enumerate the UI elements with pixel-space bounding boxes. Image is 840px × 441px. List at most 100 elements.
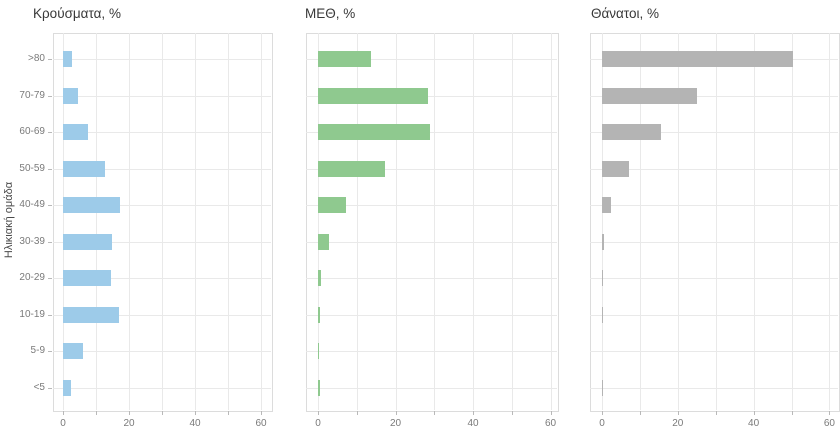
y-axis-label-10-19: 10-19 (19, 308, 45, 320)
bar-10-19 (602, 306, 603, 323)
y-axis-tick (48, 205, 52, 206)
vertical-gridline (715, 33, 717, 410)
vertical-gridline (63, 33, 64, 410)
x-axis-label-0: 0 (315, 418, 321, 429)
vertical-gridline (129, 33, 130, 410)
panel-title: ΜΕΘ, % (305, 6, 356, 21)
x-axis-tick (677, 411, 679, 415)
horizontal-gridline (53, 241, 271, 243)
bar-70-79 (602, 87, 697, 104)
horizontal-gridline (590, 205, 838, 206)
horizontal-gridline (590, 387, 838, 389)
x-axis-tick (639, 411, 641, 415)
y-axis-tick (48, 314, 52, 316)
horizontal-gridline (590, 314, 838, 316)
horizontal-gridline (590, 241, 838, 243)
vertical-gridline (473, 33, 474, 410)
y-axis-tick (48, 132, 52, 133)
bar-<5 (602, 379, 603, 396)
y-axis-tick (48, 95, 52, 97)
y-axis-label-<5: <5 (33, 381, 45, 393)
bar-60-69 (602, 124, 662, 140)
x-axis-label-20: 20 (672, 418, 684, 429)
bar-70-79 (63, 87, 78, 104)
bar-70-79 (318, 87, 429, 104)
horizontal-gridline (306, 95, 557, 97)
vertical-gridline (829, 33, 831, 410)
x-axis-label-60: 60 (823, 418, 835, 429)
x-axis-tick (715, 411, 717, 415)
x-axis-label-20: 20 (389, 418, 402, 429)
y-axis-label->80: >80 (28, 53, 45, 64)
y-axis-tick (48, 278, 52, 279)
x-axis-label-40: 40 (189, 418, 201, 429)
horizontal-gridline (590, 351, 838, 352)
y-axis-label-70-79: 70-79 (19, 89, 45, 101)
y-axis-label-5-9: 5-9 (30, 345, 45, 356)
vertical-gridline (195, 33, 196, 410)
horizontal-gridline (53, 132, 271, 133)
bar-10-19 (63, 306, 120, 323)
vertical-gridline (162, 33, 163, 410)
horizontal-gridline (306, 351, 557, 352)
x-axis-label-40: 40 (748, 418, 760, 429)
bar-50-59 (63, 160, 105, 177)
vertical-gridline (602, 33, 603, 410)
x-axis-label-0: 0 (60, 418, 66, 429)
bar-20-29 (318, 270, 322, 286)
y-axis-label-20-29: 20-29 (19, 272, 45, 283)
horizontal-gridline (590, 168, 838, 170)
y-axis-label-40-49: 40-49 (19, 199, 45, 210)
bar-50-59 (602, 160, 629, 177)
vertical-gridline (753, 33, 755, 410)
x-axis-label-60: 60 (544, 418, 557, 429)
y-axis-tick (48, 241, 52, 243)
bar-40-49 (63, 197, 121, 213)
vertical-gridline (228, 33, 229, 410)
y-axis-label-30-39: 30-39 (19, 235, 45, 247)
horizontal-gridline (53, 205, 271, 206)
x-axis-label-60: 60 (255, 418, 267, 429)
x-axis-tick (129, 411, 130, 415)
bar-<5 (63, 379, 71, 396)
bar->80 (63, 51, 72, 67)
x-axis-tick (195, 411, 196, 415)
horizontal-gridline (306, 314, 557, 316)
x-axis-tick (261, 411, 262, 415)
x-axis-tick (395, 411, 397, 415)
x-axis-label-40: 40 (467, 418, 479, 429)
horizontal-gridline (53, 168, 271, 170)
x-axis-tick (356, 411, 358, 415)
horizontal-gridline (306, 278, 557, 279)
bar-10-19 (318, 306, 320, 323)
x-axis-tick (753, 411, 755, 415)
x-axis-tick (511, 411, 513, 415)
bar-40-49 (602, 197, 611, 213)
bar-60-69 (318, 124, 430, 140)
bar->80 (602, 51, 794, 67)
vertical-gridline (356, 33, 358, 410)
x-axis-tick (829, 411, 831, 415)
y-axis-label-60-69: 60-69 (19, 126, 45, 137)
horizontal-gridline (53, 314, 271, 316)
bar->80 (318, 51, 372, 67)
x-axis-label-0: 0 (599, 418, 605, 429)
x-axis-tick (318, 411, 319, 415)
x-axis-tick (63, 411, 64, 415)
x-axis-tick (162, 411, 163, 415)
horizontal-gridline (53, 59, 271, 60)
bar-<5 (318, 379, 320, 396)
x-axis-tick (602, 411, 603, 415)
bar-40-49 (318, 197, 347, 213)
vertical-gridline (639, 33, 641, 410)
x-axis-label-20: 20 (123, 418, 135, 429)
horizontal-gridline (53, 351, 271, 352)
vertical-gridline (96, 33, 97, 410)
horizontal-gridline (306, 132, 557, 133)
vertical-gridline (550, 33, 552, 410)
vertical-gridline (318, 33, 319, 410)
bar-50-59 (318, 160, 385, 177)
y-axis-tick (48, 168, 52, 170)
panel-title: Κρούσματα, % (33, 6, 121, 21)
